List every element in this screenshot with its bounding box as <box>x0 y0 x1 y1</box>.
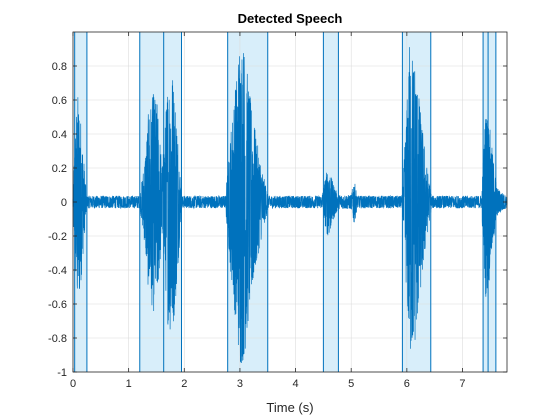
y-tick-label: 0.4 <box>52 129 67 141</box>
x-tick-label: 7 <box>459 378 465 390</box>
chart-title: Detected Speech <box>238 11 343 26</box>
x-tick-label: 1 <box>126 378 132 390</box>
y-tick-label: -0.6 <box>48 299 67 311</box>
y-tick-label: -0.4 <box>48 265 67 277</box>
y-tick-label: 0.8 <box>52 61 67 73</box>
x-tick-label: 0 <box>70 378 76 390</box>
y-tick-label: 0.6 <box>52 95 67 107</box>
x-tick-label: 4 <box>293 378 299 390</box>
x-axis-label: Time (s) <box>266 400 313 415</box>
y-tick-label: -0.2 <box>48 231 67 243</box>
x-tick-label: 5 <box>348 378 354 390</box>
signal-line <box>72 47 508 364</box>
x-tick-label: 3 <box>237 378 243 390</box>
x-tick-label: 2 <box>181 378 187 390</box>
y-tick-label: -0.8 <box>48 333 67 345</box>
axis-ticks: 0 1 2 3 4 5 6 7 -1 -0.8 -0.6 -0.4 -0.2 0 0.2 0.4 0.6 0.8 <box>48 32 507 390</box>
y-tick-label: 0.2 <box>52 163 67 175</box>
y-tick-label: 0 <box>61 197 67 209</box>
audio-signal <box>72 47 508 364</box>
y-tick-label: -1 <box>57 367 67 379</box>
x-tick-label: 6 <box>404 378 410 390</box>
